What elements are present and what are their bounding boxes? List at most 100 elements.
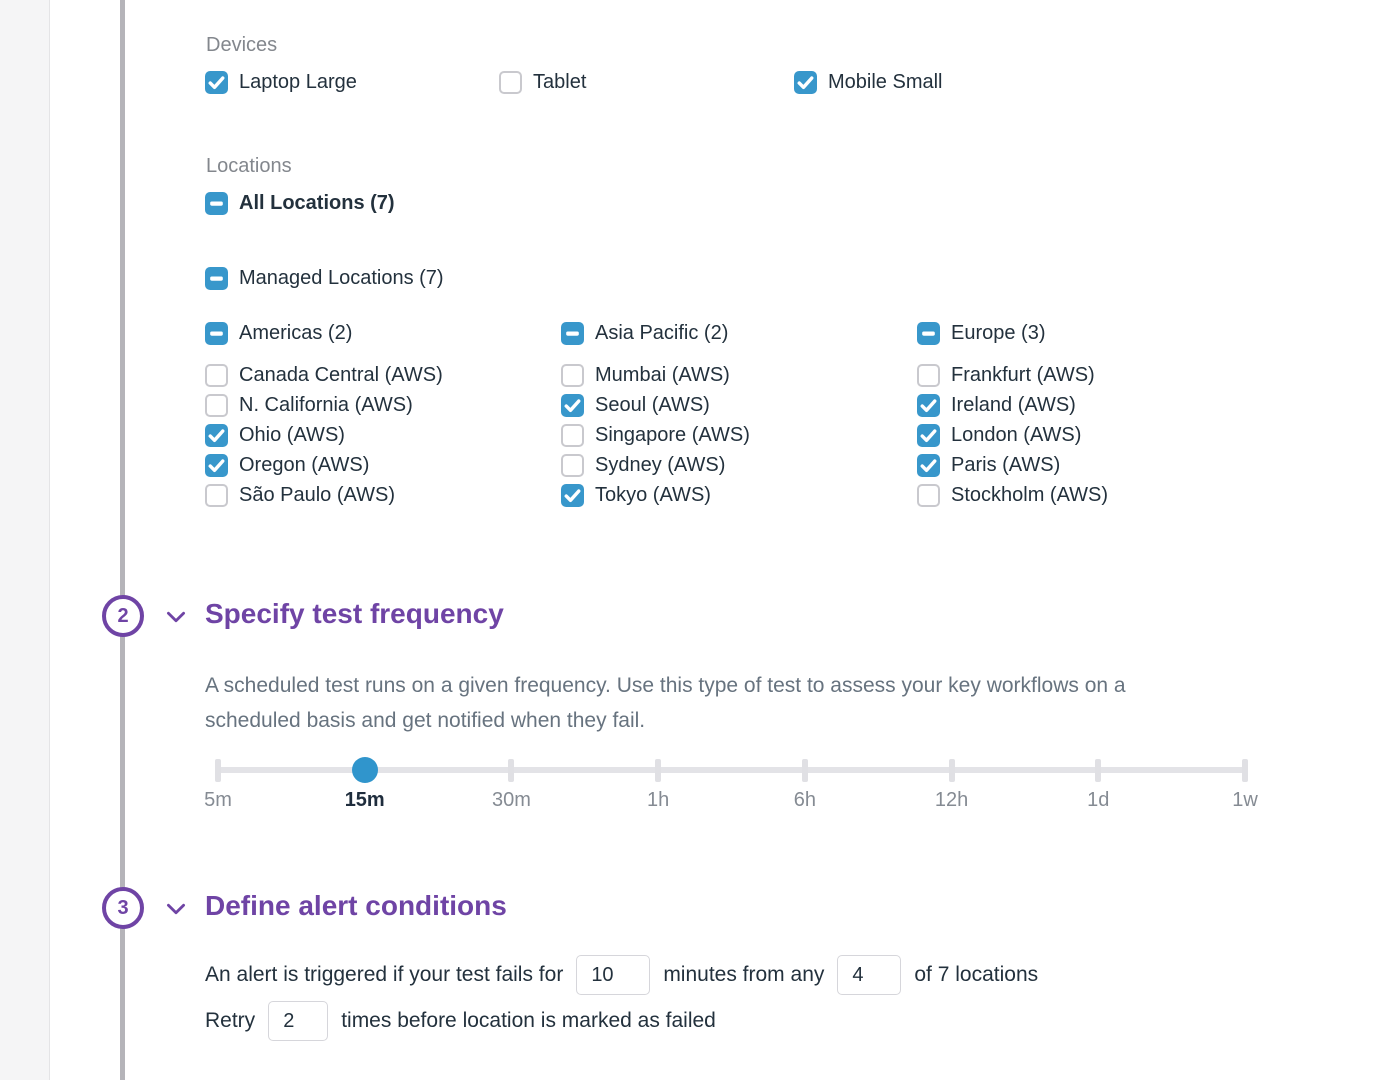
frequency-collapse-chevron-down-icon[interactable]: [163, 604, 189, 630]
slider-tick-12h[interactable]: [948, 759, 955, 782]
stepper-line: [120, 0, 125, 1080]
indeterminate-checkbox-icon[interactable]: [205, 266, 228, 290]
checkbox-item-location-stockholm-aws[interactable]: Stockholm (AWS): [917, 483, 1257, 507]
checkbox-label: Frankfurt (AWS): [951, 364, 1095, 386]
unchecked-checkbox-icon[interactable]: [205, 393, 228, 417]
devices-label: Devices: [206, 34, 278, 56]
unchecked-checkbox-icon[interactable]: [499, 70, 522, 94]
checked-checkbox-icon[interactable]: [917, 393, 940, 417]
checkbox-label: All Locations (7): [239, 192, 395, 214]
slider-label-6h[interactable]: 6h: [793, 789, 816, 811]
checkbox-item-all-locations[interactable]: All Locations (7): [205, 191, 395, 215]
slider-label-5m[interactable]: 5m: [204, 789, 232, 811]
checked-checkbox-icon[interactable]: [205, 70, 228, 94]
indeterminate-checkbox-icon[interactable]: [917, 321, 940, 345]
locations-count-input[interactable]: [837, 955, 902, 995]
checkbox-item-location-paris-aws[interactable]: Paris (AWS): [917, 453, 1257, 477]
checkbox-item-device-laptop-large[interactable]: Laptop Large: [205, 70, 357, 94]
checkbox-item-location-frankfurt-aws[interactable]: Frankfurt (AWS): [917, 363, 1257, 387]
unchecked-checkbox-icon[interactable]: [561, 423, 584, 447]
checkbox-label: Europe (3): [951, 322, 1046, 344]
alert-text-before: An alert is triggered if your test fails…: [205, 963, 564, 986]
slider-label-12h[interactable]: 12h: [934, 789, 969, 811]
slider-tick-1w[interactable]: [1242, 759, 1248, 782]
checkbox-item-managed-locations[interactable]: Managed Locations (7): [205, 266, 444, 290]
checkbox-item-device-tablet[interactable]: Tablet: [499, 70, 586, 94]
frequency-section-title[interactable]: Specify test frequency: [205, 598, 504, 629]
slider-label-15m[interactable]: 15m: [344, 789, 385, 811]
checked-checkbox-icon[interactable]: [561, 393, 584, 417]
unchecked-checkbox-icon[interactable]: [917, 363, 940, 387]
step-2-badge: 2: [102, 595, 144, 637]
checked-checkbox-icon[interactable]: [205, 453, 228, 477]
checkbox-item-group-asia-pacific-2[interactable]: Asia Pacific (2): [561, 321, 901, 345]
checkbox-item-location-tokyo-aws[interactable]: Tokyo (AWS): [561, 483, 901, 507]
step-2-number: 2: [117, 604, 129, 627]
minutes-input[interactable]: [576, 955, 651, 995]
slider-tick-1h[interactable]: [655, 759, 662, 782]
slider-track[interactable]: [215, 767, 1248, 773]
checkbox-item-location-ireland-aws[interactable]: Ireland (AWS): [917, 393, 1257, 417]
checkbox-label: São Paulo (AWS): [239, 484, 395, 506]
checkbox-label: Ohio (AWS): [239, 424, 345, 446]
checkbox-label: Ireland (AWS): [951, 394, 1076, 416]
checkbox-item-location-mumbai-aws[interactable]: Mumbai (AWS): [561, 363, 901, 387]
unchecked-checkbox-icon[interactable]: [917, 483, 940, 507]
retry-text: Retry: [205, 1009, 256, 1032]
checkbox-item-location-seoul-aws[interactable]: Seoul (AWS): [561, 393, 901, 417]
checkbox-item-location-s-o-paulo-aws[interactable]: São Paulo (AWS): [205, 483, 545, 507]
indeterminate-checkbox-icon[interactable]: [205, 191, 228, 215]
alerts-section-title[interactable]: Define alert conditions: [205, 890, 507, 921]
step-3-badge: 3: [102, 887, 144, 929]
locations-label: Locations: [206, 155, 292, 177]
checkbox-label: Tablet: [533, 71, 587, 93]
slider-handle[interactable]: [351, 757, 378, 783]
retry-count-input[interactable]: [268, 1001, 329, 1041]
checkbox-label: Americas (2): [239, 322, 353, 344]
location-group-europe-3: Europe (3) Frankfurt (AWS) Ireland (AWS) Lo…: [917, 321, 1257, 513]
checked-checkbox-icon[interactable]: [794, 70, 817, 94]
slider-tick-1d[interactable]: [1095, 759, 1102, 782]
checkbox-label: Tokyo (AWS): [595, 484, 711, 506]
checkbox-label: Oregon (AWS): [239, 454, 370, 476]
checkbox-item-location-canada-central-aws[interactable]: Canada Central (AWS): [205, 363, 545, 387]
checkbox-label: Singapore (AWS): [595, 424, 750, 446]
checked-checkbox-icon[interactable]: [917, 453, 940, 477]
checked-checkbox-icon[interactable]: [917, 423, 940, 447]
checked-checkbox-icon[interactable]: [205, 423, 228, 447]
slider-label-1h[interactable]: 1h: [647, 789, 670, 811]
indeterminate-checkbox-icon[interactable]: [561, 321, 584, 345]
slider-label-1w[interactable]: 1w: [1232, 789, 1258, 811]
slider-tick-6h[interactable]: [801, 759, 808, 782]
indeterminate-checkbox-icon[interactable]: [205, 321, 228, 345]
checkbox-label: Mumbai (AWS): [595, 364, 730, 386]
checkbox-item-device-mobile-small[interactable]: Mobile Small: [794, 70, 942, 94]
checkbox-item-group-europe-3[interactable]: Europe (3): [917, 321, 1257, 345]
checkbox-item-location-sydney-aws[interactable]: Sydney (AWS): [561, 453, 901, 477]
checked-checkbox-icon[interactable]: [561, 483, 584, 507]
unchecked-checkbox-icon[interactable]: [561, 363, 584, 387]
unchecked-checkbox-icon[interactable]: [205, 483, 228, 507]
alert-text-after: of 7 locations: [914, 963, 1039, 986]
alert-condition-row-1: An alert is triggered if your test fails…: [205, 955, 1038, 995]
unchecked-checkbox-icon[interactable]: [561, 453, 584, 477]
slider-label-30m[interactable]: 30m: [491, 789, 531, 811]
checkbox-label: Asia Pacific (2): [595, 322, 729, 344]
location-group-americas-2: Americas (2) Canada Central (AWS) N. Calif…: [205, 321, 545, 513]
frequency-slider: 5m 15m 30m 1h 6h 12h 1d 1w: [204, 744, 1258, 822]
checkbox-item-location-oregon-aws[interactable]: Oregon (AWS): [205, 453, 545, 477]
checkbox-item-location-london-aws[interactable]: London (AWS): [917, 423, 1257, 447]
checkbox-item-location-n-california-aws[interactable]: N. California (AWS): [205, 393, 545, 417]
slider-label-1d[interactable]: 1d: [1087, 789, 1110, 811]
left-rail: [0, 0, 50, 1080]
checkbox-item-location-singapore-aws[interactable]: Singapore (AWS): [561, 423, 901, 447]
checkbox-label: N. California (AWS): [239, 394, 413, 416]
alert-text-middle: minutes from any: [663, 963, 825, 986]
checkbox-item-location-ohio-aws[interactable]: Ohio (AWS): [205, 423, 545, 447]
slider-tick-30m[interactable]: [508, 759, 515, 782]
unchecked-checkbox-icon[interactable]: [205, 363, 228, 387]
slider-tick-5m[interactable]: [215, 759, 221, 782]
alerts-collapse-chevron-down-icon[interactable]: [163, 896, 189, 922]
checkbox-item-group-americas-2[interactable]: Americas (2): [205, 321, 545, 345]
